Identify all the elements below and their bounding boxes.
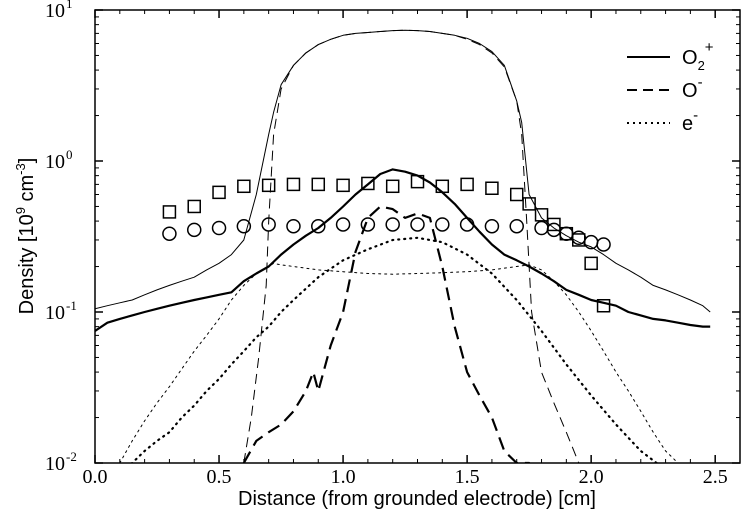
square-marker xyxy=(485,181,499,195)
y-tick-exponent: -1 xyxy=(66,298,77,313)
square-marker xyxy=(187,199,201,214)
square-marker xyxy=(584,256,598,271)
x-tick-label: 1.5 xyxy=(455,466,480,488)
square-marker xyxy=(286,177,301,192)
series-line-1 xyxy=(243,29,580,463)
square-marker xyxy=(435,179,450,194)
square-marker xyxy=(361,176,375,191)
circle-marker xyxy=(534,220,549,236)
circle-marker xyxy=(571,230,586,246)
circle-marker xyxy=(559,226,574,241)
square-marker xyxy=(460,177,474,192)
legend-label: O2+ xyxy=(682,39,714,73)
curves-layer xyxy=(95,29,711,463)
series-line-3 xyxy=(95,168,711,332)
y-tick-label: 10 xyxy=(45,453,65,475)
legend-label: e- xyxy=(682,107,698,135)
square-marker xyxy=(162,205,177,219)
series-line-2 xyxy=(119,262,679,463)
series-line-5 xyxy=(130,236,659,463)
y-tick-label: 10 xyxy=(45,302,65,324)
square-marker xyxy=(212,185,226,200)
x-tick-label: 2.0 xyxy=(579,466,604,488)
legend: O2+O-e- xyxy=(627,39,714,135)
circle-marker xyxy=(311,218,326,234)
circle-marker xyxy=(484,218,500,234)
circle-marker xyxy=(435,217,450,232)
circle-marker xyxy=(186,222,202,238)
circle-marker xyxy=(459,217,475,232)
square-marker xyxy=(261,178,276,193)
circle-marker xyxy=(335,217,351,232)
series-line-0 xyxy=(95,29,711,313)
square-marker xyxy=(547,217,561,232)
markers-layer xyxy=(162,174,611,313)
x-tick-label: 0.0 xyxy=(83,466,108,488)
square-marker xyxy=(385,179,400,194)
y-tick-exponent: 1 xyxy=(66,0,73,11)
y-tick-label: 10 xyxy=(45,0,65,22)
y-axis-title: Density [109 cm-3] xyxy=(13,158,38,315)
square-marker xyxy=(522,197,536,211)
circle-marker xyxy=(385,217,400,232)
circle-marker xyxy=(509,218,524,234)
y-tick-label: 10 xyxy=(45,151,65,173)
y-tick-exponent: 0 xyxy=(66,147,73,162)
circle-marker xyxy=(596,237,611,252)
legend-label: O- xyxy=(682,74,703,102)
circle-marker xyxy=(410,217,425,232)
circle-marker xyxy=(261,217,276,232)
circle-marker xyxy=(236,218,252,234)
square-marker xyxy=(509,187,524,202)
square-marker xyxy=(596,298,611,313)
square-marker xyxy=(336,178,350,193)
y-tick-exponent: -2 xyxy=(66,449,77,464)
circle-marker xyxy=(286,218,301,234)
series-line-4 xyxy=(242,205,531,463)
circle-marker xyxy=(360,217,376,232)
square-marker xyxy=(237,179,251,194)
square-marker xyxy=(311,177,326,192)
x-tick-label: 1.0 xyxy=(331,466,356,488)
square-marker xyxy=(410,174,425,189)
circle-marker xyxy=(211,220,227,236)
x-tick-label: 0.5 xyxy=(207,466,232,488)
x-axis-title: Distance (from grounded electrode) [cm] xyxy=(238,488,596,510)
x-tick-label: 2.5 xyxy=(703,466,728,488)
circle-marker xyxy=(162,226,177,241)
